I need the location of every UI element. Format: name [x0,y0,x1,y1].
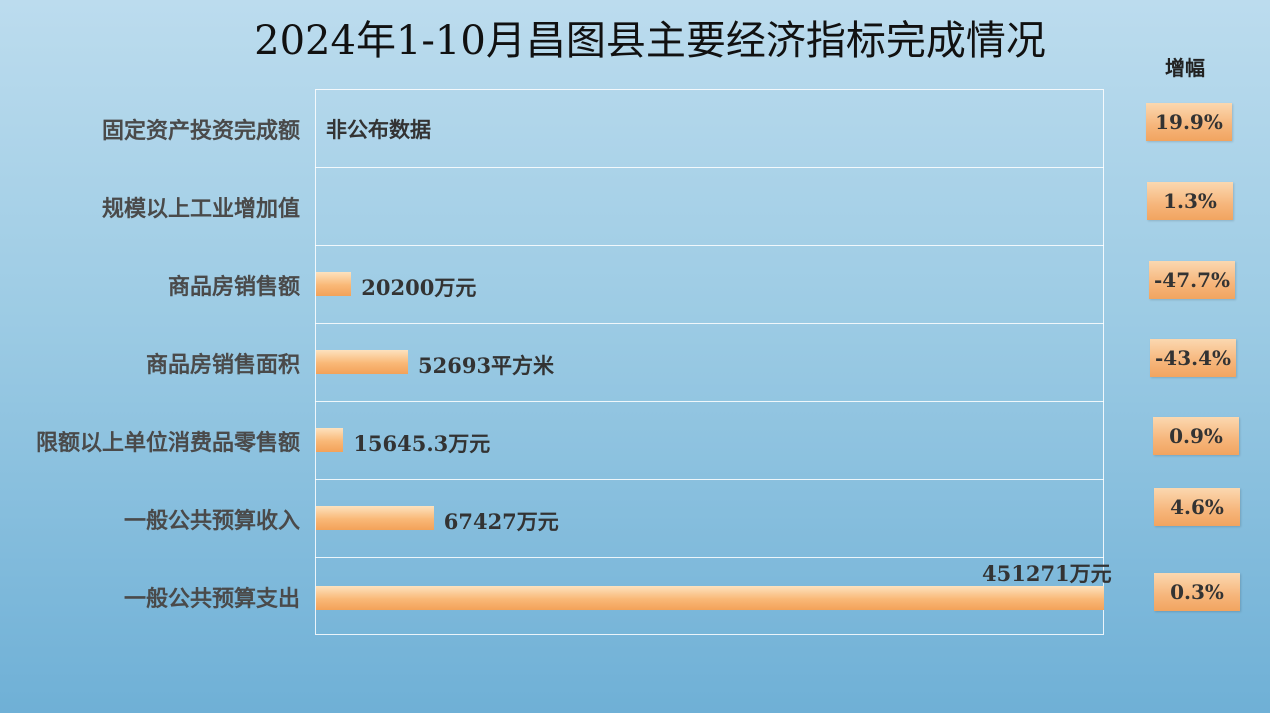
bar-value-label: 20200万元 [361,275,477,300]
bar-value-label: 451271万元 [982,561,1112,586]
category-label: 一般公共预算支出 [123,586,300,612]
growth-rate-box: -43.4% [1150,339,1236,377]
plot-area [315,89,1104,635]
gridline [315,167,1104,168]
bar-value-label: 52693平方米 [418,353,555,378]
bar [316,272,352,296]
growth-rate-box: 19.9% [1146,103,1232,141]
growth-rate-box: 1.3% [1147,182,1233,220]
growth-rate-box: 0.9% [1153,417,1239,455]
growth-header: 增幅 [1165,56,1205,80]
bar-value-label: 15645.3万元 [353,431,491,456]
chart-title: 2024年1-10月昌图县主要经济指标完成情况 [254,18,1046,64]
growth-rate-box: 4.6% [1154,488,1240,526]
bar [316,506,434,530]
category-label: 商品房销售面积 [145,352,300,378]
bar [316,350,408,374]
category-label: 规模以上工业增加值 [101,196,300,222]
bar-value-label: 67427万元 [443,509,559,534]
gridline [315,245,1104,246]
category-label: 限额以上单位消费品零售额 [35,430,300,456]
gridline [315,557,1104,558]
bar-value-label: 非公布数据 [326,117,431,142]
category-label: 固定资产投资完成额 [101,118,300,144]
bar [316,428,344,452]
gridline [315,479,1104,480]
category-label: 一般公共预算收入 [123,508,300,534]
gridline [315,401,1104,402]
growth-rate-box: 0.3% [1154,573,1240,611]
category-label: 商品房销售额 [167,274,300,300]
gridline [315,323,1104,324]
bar [316,586,1104,610]
growth-rate-box: -47.7% [1149,261,1235,299]
